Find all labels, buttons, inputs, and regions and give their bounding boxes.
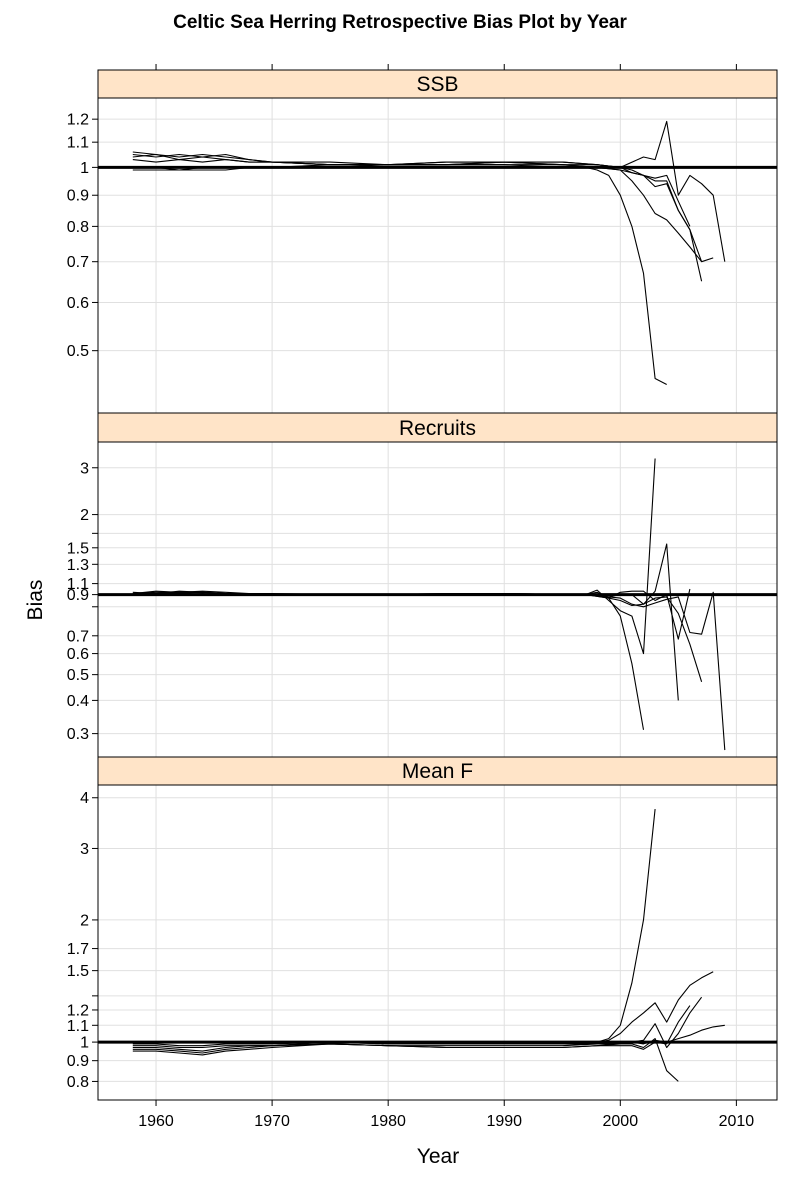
series-line-ssb <box>132 164 703 263</box>
series-line-mean-f <box>132 1024 725 1049</box>
y-tick-label: 0.8 <box>67 1074 89 1091</box>
series-line-recruits <box>132 590 703 682</box>
y-tick-label: 0.7 <box>67 254 89 271</box>
series-line-ssb <box>132 164 667 385</box>
y-tick-label: 0.9 <box>67 587 89 604</box>
y-tick-label: 0.5 <box>67 343 89 360</box>
series-line-mean-f <box>132 996 703 1052</box>
x-tick-label: 1960 <box>138 1113 174 1130</box>
series-line-ssb <box>132 120 726 262</box>
y-tick-label: 0.8 <box>67 219 89 236</box>
y-tick-label: 1 <box>80 160 89 177</box>
y-tick-label: 1.7 <box>67 941 89 958</box>
series-line-recruits <box>132 591 726 751</box>
y-ticks-ssb: 0.5 0.6 0.7 0.8 0.9 1 1.1 1.2 <box>67 112 98 360</box>
chart-title: Celtic Sea Herring Retrospective Bias Pl… <box>173 12 627 33</box>
y-axis-label: Bias <box>24 580 47 621</box>
x-tick-label: 1980 <box>370 1113 406 1130</box>
x-tick-label: 1970 <box>254 1113 290 1130</box>
series-line-recruits <box>132 543 679 701</box>
x-tick-label: 2000 <box>603 1113 639 1130</box>
y-tick-label: 0.7 <box>67 628 89 645</box>
x-tick-label: 1990 <box>486 1113 522 1130</box>
y-tick-label: 0.6 <box>67 295 89 312</box>
y-tick-label: 0.9 <box>67 188 89 205</box>
y-tick-label: 0.5 <box>67 667 89 684</box>
strip-label-ssb: SSB <box>416 73 458 96</box>
strip-label-recruits: Recruits <box>399 417 476 440</box>
panel-ssb: SSB 0.5 0.6 0.7 0.8 0.9 1 1.1 1.2 <box>67 69 778 414</box>
y-tick-label: 4 <box>80 790 89 807</box>
x-axis-label: Year <box>417 1145 459 1168</box>
y-tick-label: 1.2 <box>67 1002 89 1019</box>
y-tick-label: 3 <box>80 841 89 858</box>
y-tick-label: 1.1 <box>67 135 89 152</box>
panel-mean-f: Mean F 0.8 0.911.11.2 1.5 1.7 2 3 4 <box>67 756 778 1101</box>
strip-ssb <box>97 69 778 99</box>
x-tick-label: 2010 <box>719 1113 755 1130</box>
y-tick-label: 0.4 <box>67 693 89 710</box>
series-line-ssb <box>132 153 703 282</box>
series-line-mean-f <box>132 809 656 1043</box>
x-axis: 1960 1970 1980 1990 2000 2010 <box>138 64 754 1130</box>
grid-ssb <box>98 98 777 413</box>
y-tick-label: 2 <box>80 507 89 524</box>
y-tick-label: 1.1 <box>67 576 89 593</box>
strip-label-mean-f: Mean F <box>402 760 473 783</box>
y-tick-label: 0.9 <box>67 1053 89 1070</box>
y-tick-label: 1.5 <box>67 963 89 980</box>
series-group-ssb <box>132 120 726 385</box>
series-group-recruits <box>132 458 726 751</box>
y-tick-label: 1.1 <box>67 1018 89 1035</box>
y-tick-label: 3 <box>80 460 89 477</box>
y-tick-label: 1.5 <box>67 540 89 557</box>
y-ticks-recruits: 0.3 0.4 0.5 0.60.7 0.91.1 1.31.5 2 3 <box>67 460 98 743</box>
y-tick-label: 1.3 <box>67 557 89 574</box>
y-tick-label: 1.2 <box>67 112 89 129</box>
y-ticks-mean-f: 0.8 0.911.11.2 1.5 1.7 2 3 4 <box>67 790 98 1091</box>
series-line-recruits <box>132 458 656 655</box>
y-tick-label: 0.3 <box>67 726 89 743</box>
panel-recruits: Recruits 0.3 0.4 0.5 0.60.7 0.91.1 1.31.5 2 3 <box>67 412 778 758</box>
series-line-ssb <box>132 153 691 227</box>
series-line-mean-f <box>132 1005 691 1056</box>
panel-frame-mean-f <box>97 784 778 1101</box>
y-tick-label: 1 <box>80 1035 89 1052</box>
panel-frame-ssb <box>97 97 778 414</box>
series-group-mean-f <box>132 809 725 1082</box>
grid-recruits <box>98 442 777 757</box>
y-tick-label: 0.6 <box>67 646 89 663</box>
y-tick-label: 2 <box>80 912 89 929</box>
series-line-mean-f <box>132 971 714 1047</box>
panel-frame-recruits <box>97 441 778 758</box>
